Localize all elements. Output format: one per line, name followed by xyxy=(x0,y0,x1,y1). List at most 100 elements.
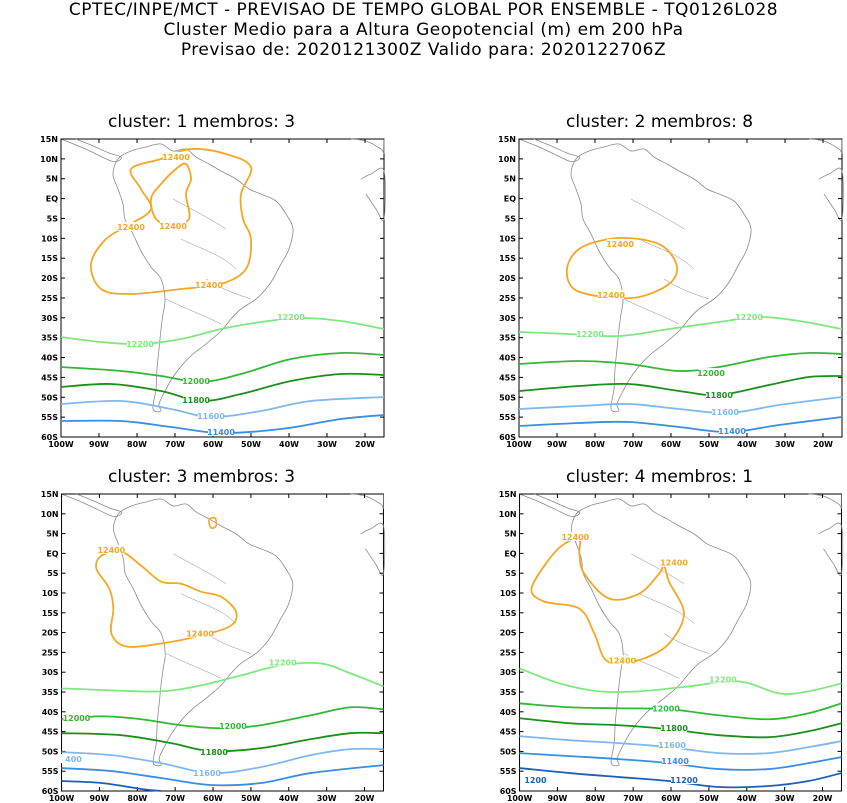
label-12400-b: 12400 xyxy=(117,223,145,232)
contour-label-bg xyxy=(719,426,745,435)
contour-label-bg xyxy=(198,411,224,420)
map-panel-2: 15N 10N 5N EQ 5S 10S 15S 20S 25S 30S 35S 40S 45S 50S 5… xyxy=(498,135,844,449)
lon-tick-label: 30W xyxy=(317,440,337,449)
panel-4-title: cluster: 4 membros: 1 xyxy=(566,467,754,487)
lat-tick-label: 10S xyxy=(41,234,58,243)
lat-tick-label: 15S xyxy=(499,254,516,263)
label-12200: 12200 xyxy=(269,658,297,667)
contour-label-bg xyxy=(269,657,296,667)
contour-12000 xyxy=(60,351,385,383)
label-12400-b: 12400 xyxy=(597,291,625,300)
lat-tick-label: 45S xyxy=(500,728,517,737)
lat-tick-label: 60S xyxy=(499,433,516,442)
coastline-north xyxy=(350,493,385,509)
map-panel-4: 15N 10N 5N EQ 5S 10S 15S 20S 25S 30S 35S 40S 45S 50S 5… xyxy=(499,490,844,803)
lon-tick-label: 20W xyxy=(355,794,375,803)
label-12000-b: 12000 xyxy=(219,722,247,731)
coastline-north xyxy=(808,493,843,509)
lat-tick-label: 5N xyxy=(504,530,516,539)
coastline-south-america xyxy=(112,498,294,767)
lon-tick-label: 100W xyxy=(49,794,75,803)
contour-11600 xyxy=(61,747,384,775)
lon-tick-label: 50W xyxy=(699,794,719,803)
header-line-3: Previsao de: 2020121300Z Valido para: 20… xyxy=(180,40,667,60)
lat-tick-label: 50S xyxy=(42,747,59,756)
lat-tick-label: 5N xyxy=(46,530,58,539)
label-11600: 11600 xyxy=(711,408,739,417)
lon-tick-label: 90W xyxy=(89,794,109,803)
contour-label-bg xyxy=(160,221,186,230)
lat-tick-label: 15N xyxy=(40,135,58,144)
coastline-central-america xyxy=(518,138,580,163)
lon-tick-label: 80W xyxy=(585,440,605,449)
lon-tick-label: 30W xyxy=(775,794,795,803)
lat-tick-label: 50S xyxy=(499,393,516,402)
coastline-africa xyxy=(360,522,386,576)
lon-tick-label: 50W xyxy=(241,440,261,449)
lat-tick-label: 5S xyxy=(505,214,517,223)
label-11400: 11400 xyxy=(661,757,689,766)
lat-tick-label: 20S xyxy=(41,274,58,283)
contour-label-bg xyxy=(522,775,549,785)
lon-tick-label: 60W xyxy=(661,440,681,449)
map-panel-3: 15N 10N 5N EQ 5S 10S 15S 20S 25S 30S 35S 40S 45S 50S 5… xyxy=(41,490,386,803)
lat-tick-label: 20S xyxy=(499,274,516,283)
contour-label-bg xyxy=(201,747,227,757)
lat-tick-label: 60S xyxy=(41,433,58,442)
lat-tick-label: 35S xyxy=(41,334,58,343)
lon-tick-label: 40W xyxy=(279,794,299,803)
coastline-north xyxy=(350,138,385,154)
lat-tick-label: 20S xyxy=(42,629,59,638)
contour-label-bg xyxy=(607,239,633,248)
panel-2-title: cluster: 2 membros: 8 xyxy=(566,112,754,132)
contour-11800 xyxy=(518,375,843,397)
lon-tick-label: 50W xyxy=(699,440,719,449)
contour-12200 xyxy=(61,662,384,693)
contour-label-bg xyxy=(98,544,125,554)
lat-tick-label: 10N xyxy=(41,510,59,519)
contour-label-bg xyxy=(60,754,87,764)
lat-tick-label: 10N xyxy=(40,155,58,164)
lon-tick-label: 60W xyxy=(203,440,223,449)
contour-11600 xyxy=(518,396,843,414)
lon-tick-label: 70W xyxy=(623,794,643,803)
contour-label-bg xyxy=(183,395,209,404)
contour-12200 xyxy=(60,317,385,346)
contour-12400-small xyxy=(208,516,218,530)
lat-tick-label: 15N xyxy=(499,490,517,499)
label-11800: 11800 xyxy=(660,724,688,733)
label-1200: 1200 xyxy=(524,776,547,785)
label-400: 400 xyxy=(65,755,82,764)
lat-tick-label: 45S xyxy=(499,373,516,382)
contour-label-bg xyxy=(661,557,687,567)
lon-tick-label: 40W xyxy=(279,440,299,449)
lat-tick-label: 45S xyxy=(42,728,59,737)
lat-tick-label: 40S xyxy=(500,708,517,717)
lat-tick-label: EQ xyxy=(46,549,58,558)
lat-tick-label: 10N xyxy=(499,510,517,519)
label-12400-a: 12400 xyxy=(98,546,126,555)
contour-label-bg xyxy=(698,368,724,377)
label-11800: 11800 xyxy=(705,391,733,400)
lat-tick-label: 15S xyxy=(42,609,59,618)
coastline-south-america xyxy=(570,498,752,767)
lat-tick-label: 25S xyxy=(41,294,58,303)
lon-tick-label: 40W xyxy=(737,794,757,803)
lat-tick-label: 60S xyxy=(42,787,59,796)
lon-tick-label: 60W xyxy=(661,794,681,803)
lon-tick-label: 70W xyxy=(165,440,185,449)
contour-11200 xyxy=(61,780,162,792)
lon-tick-label: 20W xyxy=(355,440,375,449)
contour-11800 xyxy=(61,731,384,753)
label-12200-a: 12200 xyxy=(735,313,763,322)
lat-tick-label: 35S xyxy=(500,688,517,697)
contour-label-bg xyxy=(659,740,685,750)
contour-label-bg xyxy=(577,329,603,338)
label-11600: 11600 xyxy=(193,769,221,778)
header-line-2: Cluster Medio para a Altura Geopotencial… xyxy=(163,20,684,40)
label-11400: 11400 xyxy=(718,427,746,436)
contour-label-bg xyxy=(598,290,624,299)
lat-tick-label: 5N xyxy=(504,175,516,184)
lat-tick-label: EQ xyxy=(504,195,516,204)
contour-12400-a xyxy=(95,550,238,648)
